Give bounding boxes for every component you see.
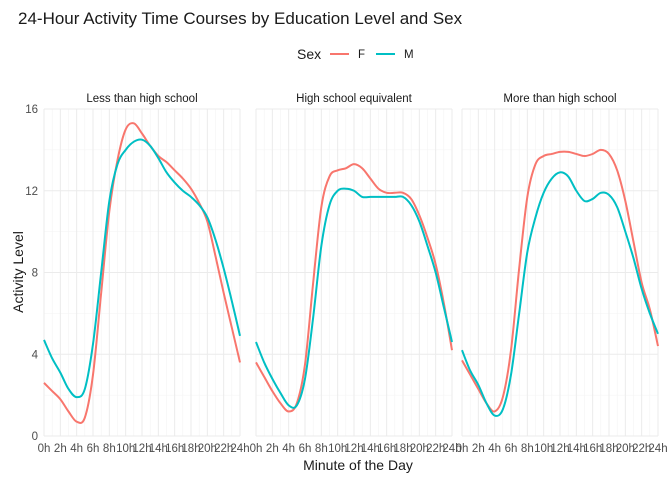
x-tick-label: 0h xyxy=(250,443,263,455)
x-axis-title: Minute of the Day xyxy=(303,457,413,473)
series-line-F xyxy=(461,148,659,413)
x-tick-label: 4h xyxy=(282,443,295,455)
x-tick-label: 6h xyxy=(505,443,518,455)
y-tick-label: 16 xyxy=(25,104,38,116)
x-tick-label: 16h xyxy=(377,443,396,455)
x-tick-label: 14h xyxy=(567,443,586,455)
x-tick-label: 20h xyxy=(410,443,429,455)
x-tick-label: 8h xyxy=(521,443,534,455)
legend-title: Sex xyxy=(297,46,321,62)
x-tick-label: 18h xyxy=(393,443,412,455)
facet-strip-label: High school equivalent xyxy=(296,93,413,105)
x-tick-label: 16h xyxy=(165,443,184,455)
y-axis-title: Activity Level xyxy=(10,231,26,313)
x-tick-label: 2h xyxy=(266,443,279,455)
series-line-M xyxy=(43,138,241,399)
x-tick-label: 2h xyxy=(472,443,485,455)
x-tick-label: 24h xyxy=(648,443,667,455)
x-tick-label: 6h xyxy=(87,443,100,455)
x-tick-label: 18h xyxy=(181,443,200,455)
x-tick-label: 8h xyxy=(103,443,116,455)
x-tick-label: 22h xyxy=(214,443,233,455)
x-tick-label: 10h xyxy=(534,443,553,455)
series-line-M xyxy=(461,171,659,417)
x-tick-label: 0h xyxy=(456,443,469,455)
x-tick-label: 10h xyxy=(328,443,347,455)
x-tick-label: 22h xyxy=(426,443,445,455)
series-line-M xyxy=(255,187,453,409)
y-tick-label: 8 xyxy=(32,268,38,280)
x-tick-label: 12h xyxy=(550,443,569,455)
legend: Sex F M xyxy=(297,46,414,62)
series-line-F xyxy=(255,163,453,413)
x-tick-label: 2h xyxy=(54,443,67,455)
x-tick-label: 20h xyxy=(616,443,635,455)
x-tick-label: 14h xyxy=(361,443,380,455)
x-tick-label: 0h xyxy=(38,443,51,455)
y-axis-ticks: 0 4 8 12 16 xyxy=(25,104,38,443)
facet-strip-label: More than high school xyxy=(503,93,616,105)
x-tick-label: 22h xyxy=(632,443,651,455)
x-tick-label: 18h xyxy=(599,443,618,455)
x-tick-label: 8h xyxy=(315,443,328,455)
series-line-F xyxy=(43,122,241,424)
facet-panel: Less than high school 0h 2h 4h 6h 8h 10h12h14h… xyxy=(38,93,250,455)
x-tick-label: 24h xyxy=(442,443,461,455)
y-tick-label: 4 xyxy=(32,349,39,361)
facet-panel: More than high school 0h 2h 4h 6h 8h 10h12h14h… xyxy=(456,93,668,455)
y-tick-label: 12 xyxy=(25,186,38,198)
facet-strip-label: Less than high school xyxy=(86,93,197,105)
x-tick-label: 4h xyxy=(70,443,83,455)
x-tick-label: 12h xyxy=(344,443,363,455)
legend-label-M: M xyxy=(404,49,414,61)
legend-label-F: F xyxy=(358,49,365,61)
facet-panel: High school equivalent 0h 2h 4h 6h 8h 10h12h14… xyxy=(250,93,462,455)
x-tick-label: 24h xyxy=(230,443,249,455)
x-tick-label: 14h xyxy=(149,443,168,455)
x-tick-label: 10h xyxy=(116,443,135,455)
x-tick-label: 16h xyxy=(583,443,602,455)
x-tick-label: 12h xyxy=(132,443,151,455)
x-tick-label: 6h xyxy=(299,443,312,455)
chart-title: 24-Hour Activity Time Courses by Educati… xyxy=(18,9,463,28)
y-tick-label: 0 xyxy=(32,431,38,443)
x-tick-label: 20h xyxy=(198,443,217,455)
x-tick-label: 4h xyxy=(488,443,501,455)
